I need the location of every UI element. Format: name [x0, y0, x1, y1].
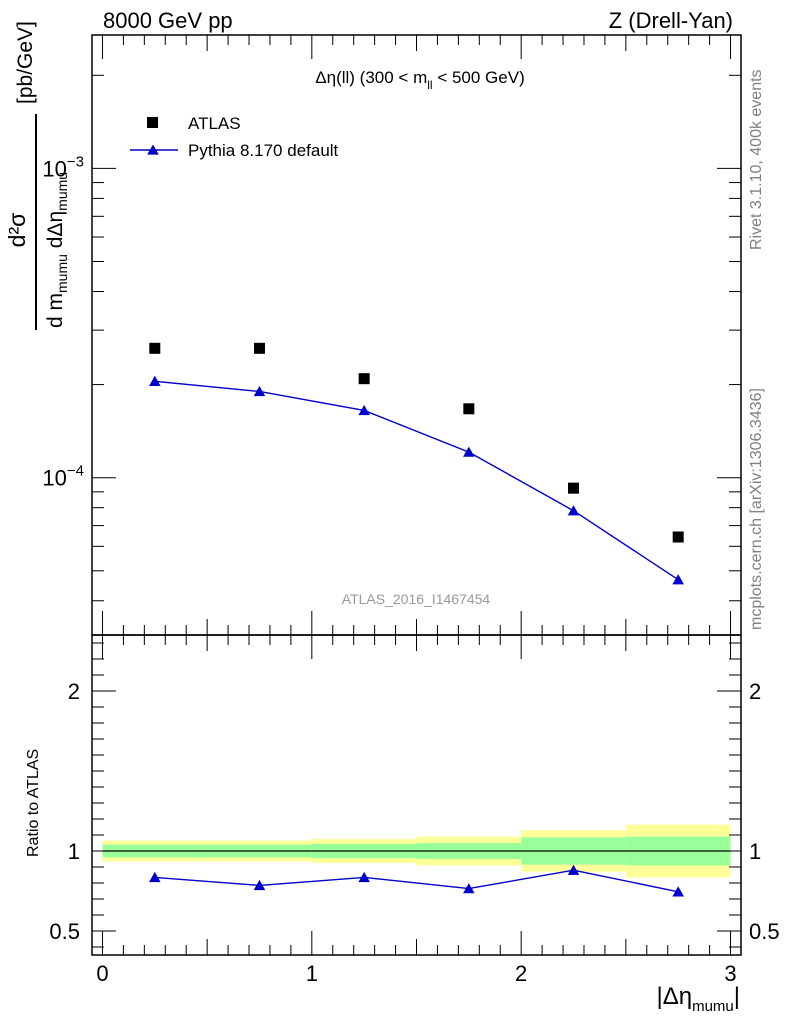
ratio-y-tick-label-left: 1 — [68, 839, 80, 864]
main-plot-title: Δη(ll) (300 < mll < 500 GeV) — [315, 68, 524, 92]
atlas-data-point — [253, 342, 265, 354]
main-y-axis-label: d²σ d mmumu dΔηmumu [pb/GeV] — [4, 21, 70, 330]
ratio-y-tick-label-right: 2 — [749, 679, 761, 704]
ratio-pythia-point — [253, 879, 266, 891]
x-tick-label: 2 — [515, 961, 527, 986]
pythia-point — [567, 505, 580, 516]
header-left-label: 8000 GeV pp — [103, 8, 233, 33]
main-y-tick-label: 10−3 — [42, 153, 84, 181]
y-label-unit: [pb/GeV] — [14, 21, 37, 104]
pythia-point — [358, 404, 370, 416]
rivet-version-label: Rivet 3.1.10, 400k events — [748, 69, 765, 250]
atlas-data-point — [149, 342, 161, 354]
x-tick-label: 3 — [724, 961, 736, 986]
ratio-pythia-line — [154, 869, 679, 893]
ratio-plot-frame — [91, 634, 742, 956]
ratio-y-axis-label: Ratio to ATLAS — [25, 749, 42, 857]
ratio-pythia-point — [149, 871, 161, 883]
atlas-data-point — [672, 531, 684, 543]
ratio-y-tick-label-right: 0.5 — [749, 919, 780, 944]
legend-atlas-marker — [147, 117, 158, 128]
x-tick-label: 1 — [306, 961, 318, 986]
analysis-watermark: ATLAS_2016_I1467454 — [342, 591, 491, 607]
pythia-line — [154, 380, 679, 581]
main-panel: 10−3 10−4 — [42, 34, 742, 636]
main-y-tick-label: 10−4 — [42, 463, 84, 491]
ratio-pythia-point — [567, 864, 580, 875]
pythia-point — [253, 385, 266, 397]
y-label-denominator: d mmumu dΔηmumu — [44, 172, 70, 328]
ratio-y-tick-label-right: 1 — [749, 839, 761, 864]
legend: ATLAS Pythia 8.170 default — [130, 114, 339, 160]
mcplots-reference-label: mcplots.cern.ch [arXiv:1306.3436] — [748, 388, 765, 630]
ratio-panel: 0.5 0.5 1 1 2 2 0 1 2 3 — [49, 634, 780, 986]
ratio-pythia-point — [358, 871, 370, 883]
ratio-pythia-point — [463, 883, 475, 894]
legend-pythia-label: Pythia 8.170 default — [188, 141, 339, 160]
y-label-numerator: d²σ — [4, 213, 30, 248]
atlas-data-point — [358, 373, 370, 385]
atlas-data-point — [568, 482, 580, 494]
legend-pythia-marker — [147, 144, 159, 155]
pythia-point — [463, 446, 475, 457]
legend-atlas-label: ATLAS — [188, 114, 241, 133]
ratio-y-tick-label-left: 0.5 — [49, 919, 80, 944]
pythia-point — [672, 574, 684, 585]
x-axis-label: |Δηmumu| — [656, 983, 740, 1015]
ratio-y-tick-label-left: 2 — [68, 679, 80, 704]
header-right-label: Z (Drell-Yan) — [609, 8, 733, 33]
atlas-data-point — [463, 403, 475, 415]
x-tick-label: 0 — [96, 961, 108, 986]
ratio-pythia-point — [672, 886, 684, 897]
pythia-point — [149, 375, 161, 386]
